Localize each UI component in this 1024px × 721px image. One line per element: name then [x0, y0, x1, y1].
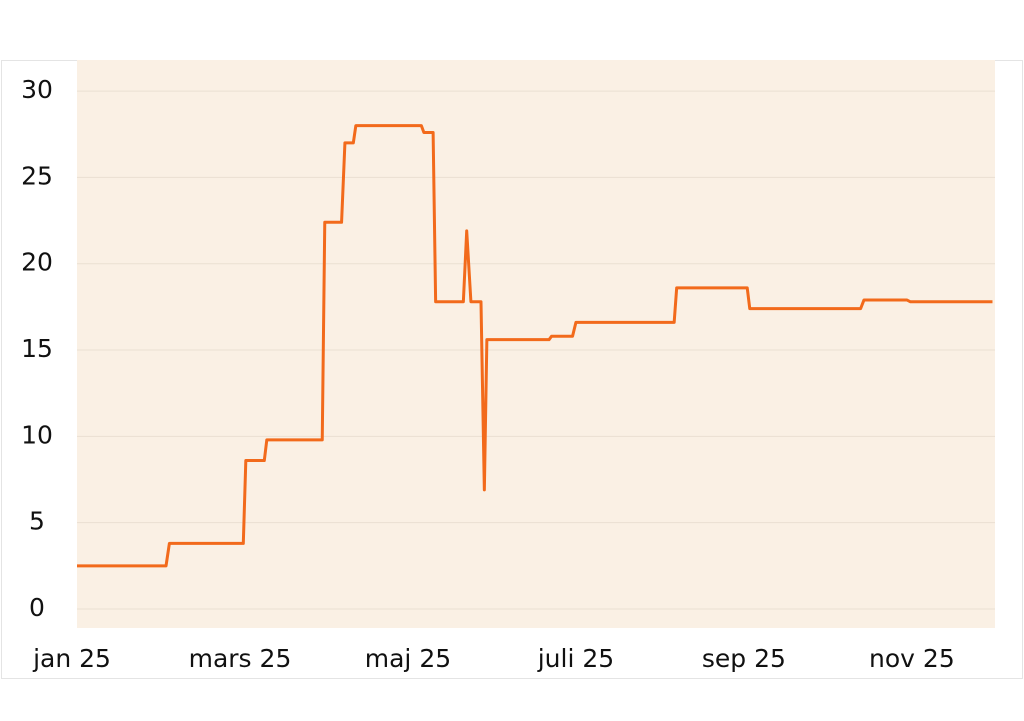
y-tick-label: 20: [21, 248, 53, 277]
x-tick-label: maj 25: [365, 644, 451, 673]
x-tick-label: juli 25: [537, 644, 614, 673]
y-tick-label: 0: [29, 593, 45, 622]
y-tick-label: 10: [21, 420, 53, 449]
x-tick-label: nov 25: [869, 644, 955, 673]
y-tick-label: 30: [21, 75, 53, 104]
y-tick-label: 15: [21, 334, 53, 363]
y-tick-label: 25: [21, 161, 53, 190]
plot-background: [77, 60, 995, 628]
x-tick-label: mars 25: [189, 644, 292, 673]
x-tick-label: sep 25: [702, 644, 786, 673]
y-tick-label: 5: [29, 507, 45, 536]
x-tick-label: jan 25: [32, 644, 111, 673]
data-line: [77, 124, 993, 568]
